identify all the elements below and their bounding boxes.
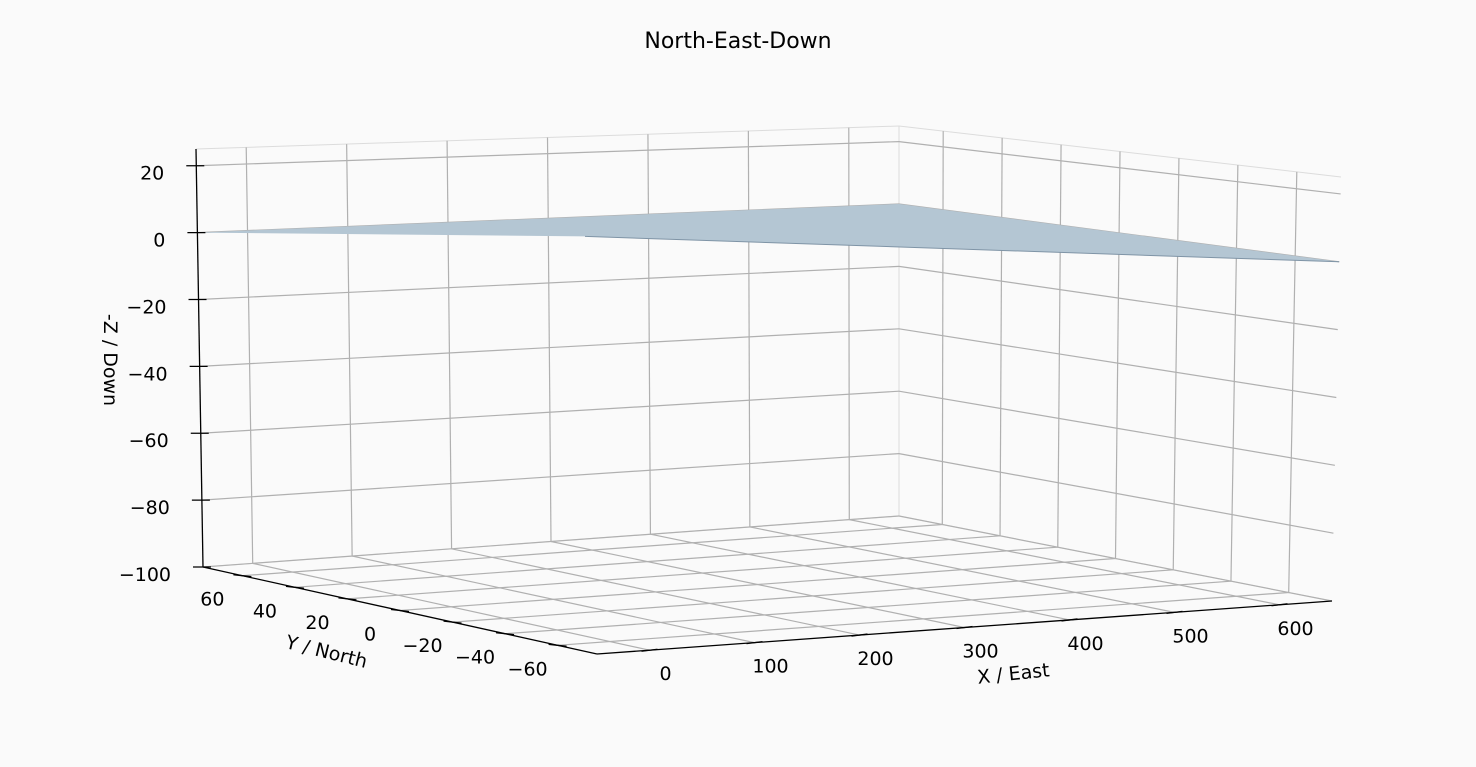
z-gridline-side [898,328,1337,399]
y-gridline-wall [1114,151,1121,559]
y-tick-label: 60 [200,589,224,611]
y-tick [495,632,515,636]
y-gridline-floor [452,569,1174,623]
surface-layer [197,204,1340,263]
y-gridline-wall [1057,144,1062,548]
y-tick-label: −60 [508,658,548,680]
x-tick-label: 400 [1067,633,1103,655]
z-gridline-side [898,141,1341,195]
z-gridline-back [202,515,900,568]
x-tick [956,625,973,630]
axes [186,148,1333,655]
x-gridline-wall [848,127,850,520]
z-tick-label: −60 [129,430,169,452]
x-tick-label: 100 [752,656,788,678]
x-tick-label: 0 [659,663,671,685]
y-tick-label: 20 [305,612,329,634]
labels: 0 100 200 300 400 500 600−60−40−200204060−100−… [119,163,1314,685]
x-gridline-wall [747,130,751,527]
z-gridline-side [898,265,1338,331]
x-tick [746,640,763,645]
y-tick [548,643,567,647]
surface-plane [197,204,1340,262]
y-gridline-wall [999,137,1003,536]
y-tick [233,574,252,578]
z-tick-label: −20 [126,296,166,318]
z-gridline-back [198,265,900,301]
x-tick-label: 500 [1172,625,1208,647]
x-tick [851,633,868,637]
x-gridline-wall [546,137,552,542]
y-gridline-floor [347,546,1058,600]
y-gridline-floor [505,580,1232,635]
z-tick-label: 20 [140,163,164,185]
z-gridline-back [199,328,900,367]
x-gridline-wall [346,144,353,557]
z-tick-label: −40 [128,363,168,385]
surface-edge [584,235,1340,263]
y-tick-label: 40 [253,600,277,622]
y-gridline-floor [242,523,943,577]
z-tick-label: −80 [130,497,170,519]
y-tick [390,608,410,613]
grid [195,125,1342,651]
z-tick-label: 0 [153,230,165,252]
x-gridline-wall [446,140,453,549]
z-axis-line [195,148,204,568]
z-gridline-back [201,453,900,501]
x-tick [641,648,658,652]
z-gridline-back [200,390,900,434]
x-axis-title: X / East [976,659,1050,688]
x-tick-label: 600 [1277,618,1313,640]
z-gridline-back [196,141,900,167]
y-tick-label: 0 [364,624,376,646]
x-gridline-wall [647,134,652,535]
y-tick-label: −40 [455,647,495,669]
y-axis-title: Y / North [282,631,369,673]
z-axis-title: -Z / Down [99,314,121,406]
z-gridline-side [898,390,1335,466]
y-gridline-wall [941,131,944,525]
x-tick-label: 200 [857,648,893,670]
y-gridline-wall [1230,165,1239,582]
chart-title: North-East-Down [644,29,831,54]
y-gridline-wall [1172,158,1180,570]
y-gridline-wall [1288,171,1298,593]
z-tick-label: −100 [119,564,171,586]
y-tick [443,620,462,624]
x-tick [1166,610,1183,615]
z-gridline-side [898,515,1333,602]
z-gridline-side [898,453,1334,534]
x-tick [1271,603,1288,607]
y-gridline-floor [399,557,1116,612]
x-tick-label: 300 [962,641,998,663]
y-tick [285,585,305,589]
y-gridline-floor [294,535,1001,588]
x-gridline-wall [245,147,254,564]
x-tick [1061,618,1078,622]
y-tick-label: −20 [402,635,442,657]
y-tick [338,597,357,601]
y-gridline-floor [557,591,1289,646]
